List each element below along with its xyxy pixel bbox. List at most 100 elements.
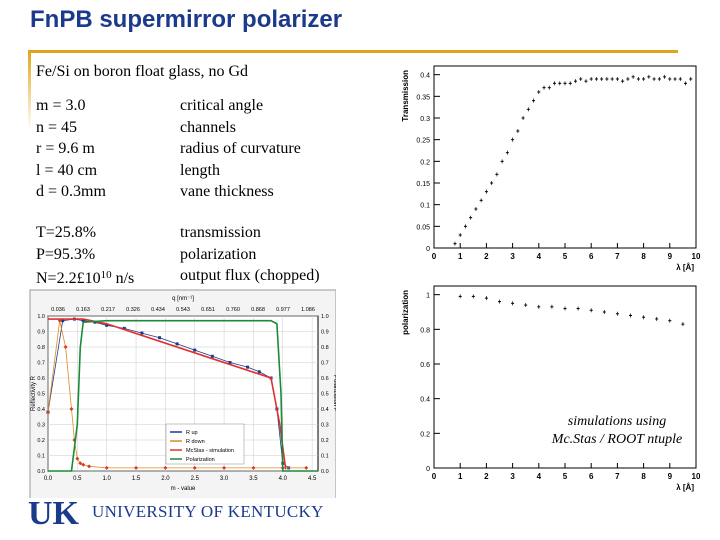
result-desc-polarization: polarization <box>180 245 257 263</box>
y2-tick-label: 0.4 <box>321 407 329 413</box>
y-tick-label: 0.3 <box>420 116 430 123</box>
y-tick-label: 0.0 <box>37 469 45 475</box>
y-tick-label: 0.2 <box>37 438 45 444</box>
x-tick-label: 1.5 <box>132 476 141 482</box>
x-tick-label: 4 <box>537 472 542 481</box>
top-tick-label: 0.434 <box>151 307 165 313</box>
y2-tick-label: 0.6 <box>321 376 329 382</box>
y-tick-label: 0.4 <box>420 73 430 80</box>
y-tick-label: 0.3 <box>37 423 45 429</box>
top-tick-label: 0.543 <box>176 307 190 313</box>
x-tick-label: 10 <box>692 252 701 261</box>
x-tick-label: 5 <box>563 472 568 481</box>
data-point <box>246 365 250 369</box>
data-point <box>175 342 179 346</box>
data-point <box>228 361 232 364</box>
y-tick-label: 0 <box>426 246 430 253</box>
parameter-descriptions: critical angle channels radius of curvat… <box>180 95 301 203</box>
y-tick-label: 1 <box>426 293 430 300</box>
result-desc-transmission: transmission <box>180 224 261 241</box>
legend-entry: McStas - simulation <box>186 448 234 454</box>
data-point <box>87 464 92 469</box>
data-point <box>163 465 168 470</box>
y2-tick-label: 0.0 <box>321 469 329 475</box>
x-tick-label: 2.5 <box>191 476 200 482</box>
y-tick-label: 0.5 <box>37 392 45 398</box>
param-d: d = 0.3mm <box>36 183 106 200</box>
data-point <box>257 370 261 374</box>
y-tick-label: 0.4 <box>420 397 430 404</box>
result-polarization: P=95.3% <box>36 245 96 263</box>
data-point <box>81 462 86 467</box>
x-axis-label: m - value <box>171 486 196 492</box>
data-point <box>222 465 227 470</box>
param-n: n = 45 <box>36 118 78 136</box>
result-descriptions: transmission polarization output flux (c… <box>180 222 320 287</box>
x-axis-label: λ [Å] <box>676 483 694 492</box>
desc-l: length <box>180 161 220 179</box>
y2-tick-label: 0.5 <box>321 392 329 398</box>
legend-entry: R down <box>186 439 205 445</box>
x-tick-label: 6 <box>589 472 594 481</box>
top-tick-label: 0.977 <box>276 307 290 313</box>
x-tick-label: 10 <box>692 472 701 481</box>
title-underline <box>28 50 678 53</box>
polarization-plot-svg: 0 1 2 3 4 5 6 7 8 9 10 0 0.2 0.4 0.6 0.8 1 λ [Å] polarizat… <box>401 285 701 492</box>
x-tick-label: 5 <box>563 252 568 261</box>
y-tick-label: 0.1 <box>420 203 430 210</box>
data-point <box>304 465 309 470</box>
flux-exponent: 10 <box>100 269 112 281</box>
data-point <box>105 323 109 327</box>
top-tick-label: 0.760 <box>226 307 240 313</box>
uk-logo-letters: UK <box>28 495 80 528</box>
x-tick-label: 4 <box>537 252 542 261</box>
data-point <box>78 461 83 466</box>
y2-tick-label: 0.3 <box>321 423 329 429</box>
param-m: m = 3.0 <box>36 97 86 114</box>
y-tick-label: 0.7 <box>37 361 45 367</box>
desc-n: channels <box>180 118 236 136</box>
flux-unit: n/s <box>111 270 135 287</box>
y2-axis-label: Polarization P <box>332 375 336 412</box>
data-point <box>134 465 139 470</box>
data-point <box>193 348 197 352</box>
param-l: l = 40 cm <box>36 161 98 179</box>
desc-d: vane thickness <box>180 183 274 200</box>
y2-tick-label: 0.1 <box>321 454 329 460</box>
data-point <box>69 407 74 411</box>
note-line-2: Mc.Stas / ROOT ntuple <box>551 432 683 447</box>
legend-entry: R up <box>186 430 198 436</box>
result-desc-flux: output flux (chopped) <box>180 267 320 284</box>
x-tick-label: 2 <box>484 472 489 481</box>
x-tick-label: 1 <box>458 252 463 261</box>
top-tick-label: 1.086 <box>301 307 315 313</box>
top-tick-label: 0.217 <box>101 307 115 313</box>
top-axis-label: q [nm⁻¹] <box>172 296 194 302</box>
data-point <box>63 345 68 349</box>
x-tick-label: 3.5 <box>249 476 258 482</box>
y2-tick-label: 0.8 <box>321 345 329 351</box>
top-tick-label: 0.163 <box>76 307 90 313</box>
x-tick-label: 0.0 <box>44 476 53 482</box>
data-point <box>46 410 50 415</box>
top-tick-label: 0.868 <box>251 307 265 313</box>
data-point <box>140 331 144 335</box>
legend-box <box>165 423 245 465</box>
note-line-1: simulations using <box>567 414 667 429</box>
x-tick-label: 3 <box>510 252 515 261</box>
data-point <box>122 326 126 330</box>
y-tick-label: 0.8 <box>420 327 430 334</box>
y-tick-label: 0.2 <box>420 431 430 438</box>
top-tick-label: 0.036 <box>51 307 65 313</box>
y-tick-label: 0.6 <box>37 376 45 382</box>
x-tick-label: 1.0 <box>103 476 112 482</box>
data-point <box>61 319 65 323</box>
y-axis-label: Transmission <box>401 70 410 122</box>
top-tick-label: 0.651 <box>201 307 215 313</box>
parameter-values: m = 3.0 n = 45 r = 9.6 m l = 40 cm d = 0… <box>36 95 106 203</box>
reflectivity-plot-svg: 0.0 0.5 1.0 1.5 2.0 2.5 3.0 3.5 4.0 4.50.0 0.00.1 0… <box>29 289 338 502</box>
uk-logo: UK <box>28 495 80 528</box>
x-tick-label: 0.5 <box>73 476 82 482</box>
y2-tick-label: 0.7 <box>321 361 329 367</box>
data-point <box>158 336 162 340</box>
